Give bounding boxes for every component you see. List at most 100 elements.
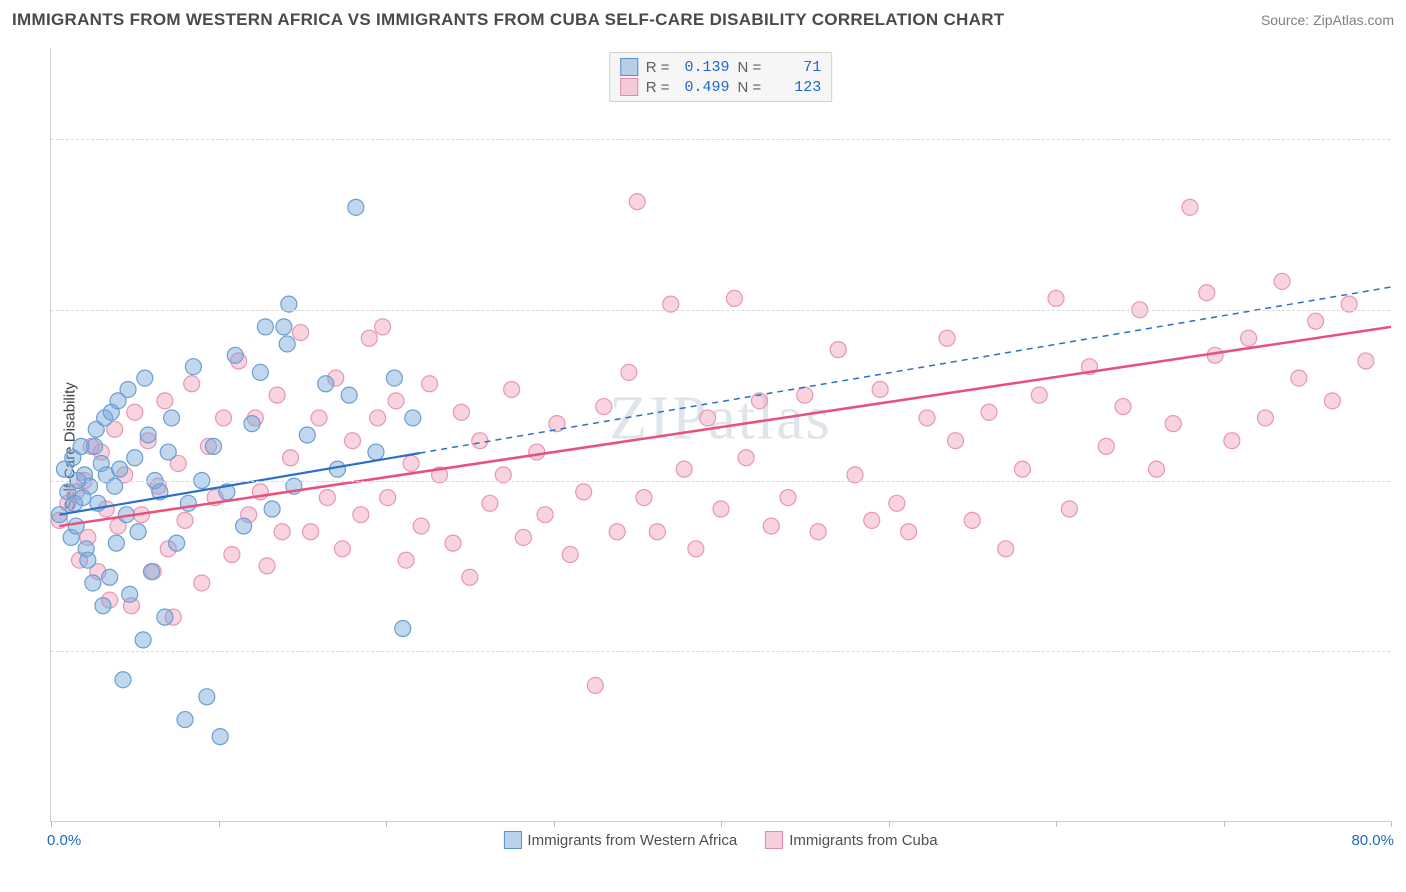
scatter-point-cuba	[738, 450, 754, 466]
x-axis-first-label: 0.0%	[47, 832, 81, 849]
chart-svg	[51, 48, 1390, 821]
scatter-point-cuba	[462, 569, 478, 585]
gridline-h	[51, 651, 1390, 652]
scatter-point-western_africa	[157, 609, 173, 625]
scatter-point-western_africa	[85, 575, 101, 591]
scatter-point-cuba	[398, 552, 414, 568]
scatter-point-western_africa	[279, 336, 295, 352]
scatter-point-cuba	[472, 433, 488, 449]
scatter-point-cuba	[1115, 399, 1131, 415]
x-tick	[386, 821, 387, 827]
r-value-western-africa: 0.139	[678, 59, 730, 76]
scatter-point-cuba	[403, 455, 419, 471]
scatter-point-cuba	[1031, 387, 1047, 403]
x-tick	[1056, 821, 1057, 827]
scatter-point-cuba	[537, 507, 553, 523]
scatter-point-cuba	[194, 575, 210, 591]
scatter-point-cuba	[1291, 370, 1307, 386]
scatter-point-western_africa	[395, 621, 411, 637]
scatter-point-cuba	[939, 330, 955, 346]
scatter-point-cuba	[319, 490, 335, 506]
plot-area: ZIPatlas R = 0.139 N = 71 R = 0.499 N = …	[50, 48, 1390, 822]
regression-line-western-africa-dashed	[420, 287, 1392, 453]
scatter-point-cuba	[1061, 501, 1077, 517]
scatter-point-cuba	[1015, 461, 1031, 477]
scatter-point-cuba	[303, 524, 319, 540]
r-label: R =	[646, 79, 670, 96]
scatter-point-western_africa	[341, 387, 357, 403]
scatter-point-cuba	[1149, 461, 1165, 477]
scatter-point-cuba	[1199, 285, 1215, 301]
scatter-point-western_africa	[205, 438, 221, 454]
swatch-cuba	[620, 78, 638, 96]
x-tick	[51, 821, 52, 827]
scatter-point-cuba	[998, 541, 1014, 557]
legend-row-cuba: R = 0.499 N = 123	[620, 77, 822, 97]
legend-label-cuba: Immigrants from Cuba	[789, 832, 937, 849]
scatter-point-cuba	[901, 524, 917, 540]
scatter-point-cuba	[1182, 199, 1198, 215]
scatter-point-cuba	[1165, 416, 1181, 432]
scatter-point-western_africa	[386, 370, 402, 386]
scatter-point-cuba	[216, 410, 232, 426]
scatter-point-cuba	[375, 319, 391, 335]
scatter-point-cuba	[562, 547, 578, 563]
scatter-point-cuba	[283, 450, 299, 466]
swatch-western-africa	[620, 58, 638, 76]
r-value-cuba: 0.499	[678, 79, 730, 96]
scatter-point-cuba	[1274, 273, 1290, 289]
scatter-point-cuba	[259, 558, 275, 574]
x-tick	[889, 821, 890, 827]
scatter-point-cuba	[864, 512, 880, 528]
r-label: R =	[646, 59, 670, 76]
scatter-point-cuba	[872, 381, 888, 397]
scatter-point-western_africa	[144, 564, 160, 580]
scatter-point-cuba	[1324, 393, 1340, 409]
scatter-point-western_africa	[130, 524, 146, 540]
correlation-legend: R = 0.139 N = 71 R = 0.499 N = 123	[609, 52, 833, 102]
scatter-point-cuba	[177, 512, 193, 528]
scatter-point-western_africa	[227, 347, 243, 363]
scatter-point-western_africa	[135, 632, 151, 648]
scatter-point-cuba	[334, 541, 350, 557]
scatter-point-cuba	[1241, 330, 1257, 346]
scatter-point-cuba	[1048, 290, 1064, 306]
scatter-point-cuba	[1308, 313, 1324, 329]
scatter-point-cuba	[830, 342, 846, 358]
scatter-point-cuba	[345, 433, 361, 449]
scatter-point-cuba	[649, 524, 665, 540]
y-tick-label: 4.5%	[1394, 301, 1406, 318]
scatter-point-cuba	[353, 507, 369, 523]
scatter-point-cuba	[763, 518, 779, 534]
scatter-point-western_africa	[405, 410, 421, 426]
scatter-point-cuba	[676, 461, 692, 477]
scatter-point-western_africa	[137, 370, 153, 386]
n-label: N =	[738, 59, 762, 76]
scatter-point-cuba	[529, 444, 545, 460]
scatter-point-cuba	[157, 393, 173, 409]
scatter-point-western_africa	[164, 410, 180, 426]
gridline-h	[51, 310, 1390, 311]
scatter-point-cuba	[274, 524, 290, 540]
x-axis-last-label: 80.0%	[1351, 832, 1394, 849]
scatter-point-cuba	[629, 194, 645, 210]
scatter-point-cuba	[361, 330, 377, 346]
legend-item-cuba: Immigrants from Cuba	[765, 831, 937, 849]
scatter-point-western_africa	[112, 461, 128, 477]
scatter-point-cuba	[453, 404, 469, 420]
scatter-point-western_africa	[252, 364, 268, 380]
scatter-point-western_africa	[80, 552, 96, 568]
scatter-point-cuba	[311, 410, 327, 426]
scatter-point-cuba	[919, 410, 935, 426]
scatter-point-western_africa	[212, 729, 228, 745]
scatter-point-cuba	[810, 524, 826, 540]
scatter-point-cuba	[964, 512, 980, 528]
x-tick	[1224, 821, 1225, 827]
scatter-point-cuba	[636, 490, 652, 506]
scatter-point-western_africa	[199, 689, 215, 705]
scatter-point-cuba	[482, 495, 498, 511]
scatter-point-cuba	[726, 290, 742, 306]
scatter-point-cuba	[184, 376, 200, 392]
scatter-point-cuba	[445, 535, 461, 551]
chart-source: Source: ZipAtlas.com	[1261, 12, 1394, 28]
